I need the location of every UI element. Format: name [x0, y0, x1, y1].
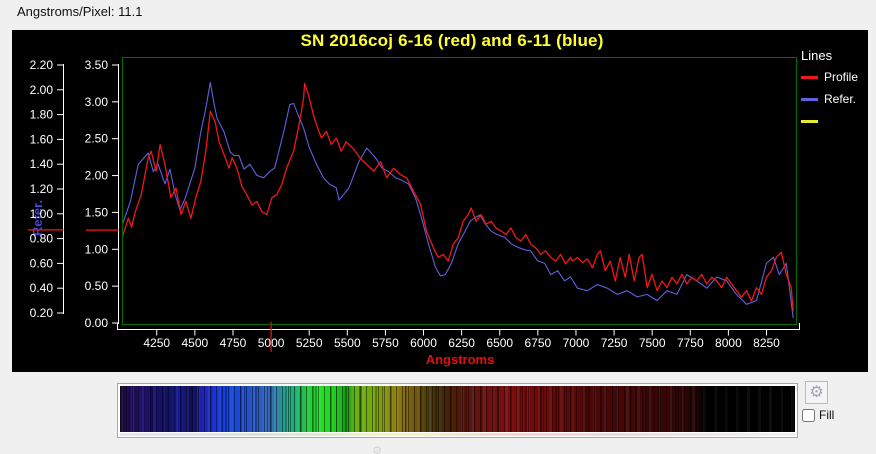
yellow-line-swatch — [801, 119, 818, 123]
fill-checkbox[interactable] — [802, 408, 815, 422]
refer-axis-label: Refer. — [30, 199, 45, 237]
spectrum-strip-frame — [117, 383, 798, 438]
legend-item-refer: Refer. — [801, 92, 873, 106]
refer-line-swatch — [801, 97, 818, 101]
spectrum-strip-edge — [120, 433, 795, 436]
legend: Lines Profile Refer. — [801, 48, 873, 136]
legend-item-profile: Profile — [801, 70, 873, 84]
chart-panel: SN 2016coj 6-16 (red) and 6-11 (blue) Re… — [12, 30, 868, 372]
chart-title: SN 2016coj 6-16 (red) and 6-11 (blue) — [300, 31, 604, 50]
gear-icon: ⚙ — [809, 384, 824, 401]
legend-item-label: Refer. — [824, 92, 857, 106]
angstroms-per-pixel-label: Angstroms/Pixel: 11.1 — [17, 4, 143, 19]
legend-item-yellow — [801, 114, 873, 128]
plot-area[interactable] — [122, 57, 797, 325]
settings-button[interactable]: ⚙ — [805, 381, 828, 404]
fill-checkbox-row: Fill — [802, 408, 834, 422]
x-axis-title: Angstroms — [425, 352, 495, 367]
spectrum-striations — [120, 386, 795, 432]
profile-line-swatch — [801, 75, 818, 79]
partial-gear-icon: ⚙ — [372, 446, 382, 454]
spectrum-strip — [120, 386, 795, 432]
legend-item-label: Profile — [824, 70, 859, 84]
legend-title: Lines — [801, 48, 833, 63]
fill-label: Fill — [819, 408, 835, 422]
